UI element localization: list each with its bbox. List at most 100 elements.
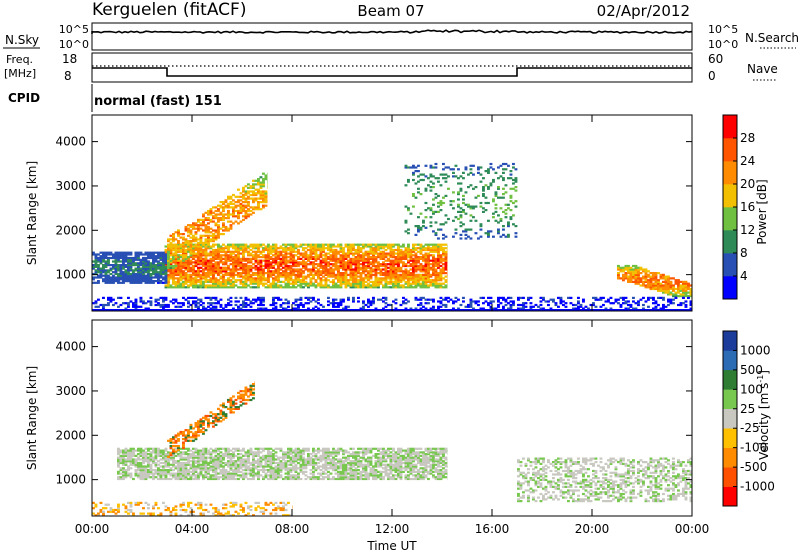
power-cell [294, 261, 298, 264]
power-cell [284, 302, 288, 305]
power-cell [207, 284, 210, 287]
power-cell [444, 298, 448, 301]
velocity-cell [187, 474, 190, 477]
power-cell [149, 276, 153, 279]
power-cell [112, 260, 115, 263]
power-cell [387, 275, 390, 278]
power-cell [217, 209, 220, 213]
power-cell [174, 263, 178, 266]
power-cell [182, 236, 185, 239]
power-cell [459, 225, 463, 228]
power-cell [132, 281, 135, 284]
velocity-cell [179, 447, 183, 450]
power-cell [667, 277, 670, 280]
power-cell [402, 270, 405, 273]
power-cell [512, 201, 515, 205]
power-cell [342, 261, 345, 264]
power-cell [484, 209, 488, 212]
power-cell [179, 245, 183, 248]
power-cell [184, 257, 188, 260]
power-cell [104, 276, 108, 279]
power-cell [182, 256, 185, 259]
power-cell [294, 247, 298, 250]
power-cell [602, 303, 605, 307]
velocity-cell [144, 476, 148, 479]
power-cell [364, 243, 368, 246]
power-cell [284, 252, 288, 255]
power-cell [642, 296, 645, 299]
power-cell [422, 268, 425, 271]
power-cell [107, 303, 110, 307]
power-cell [274, 259, 278, 262]
power-cell [172, 238, 175, 241]
power-cell [239, 252, 243, 255]
velocity-cell [152, 447, 155, 450]
power-cell [339, 298, 343, 301]
power-cell [412, 279, 415, 282]
power-cell [354, 263, 358, 266]
power-cell [314, 273, 318, 276]
power-cell [224, 204, 228, 207]
power-cell [279, 286, 283, 289]
power-cell [234, 296, 238, 299]
power-cell [212, 273, 215, 276]
power-cell [164, 274, 168, 277]
velocity-cell [159, 472, 163, 475]
power-cell [407, 250, 410, 253]
power-cell [492, 212, 495, 215]
velocity-cell [194, 470, 198, 473]
power-cell [162, 253, 165, 256]
power-cell [682, 296, 685, 299]
power-cell [322, 250, 325, 253]
power-cell [427, 243, 430, 246]
power-cell [274, 263, 278, 266]
power-cell [377, 268, 380, 271]
power-cell [679, 280, 683, 283]
power-cell [344, 286, 348, 289]
power-cell [412, 205, 415, 208]
power-cell [254, 254, 258, 257]
power-cell [392, 243, 395, 246]
power-cell [199, 279, 203, 282]
power-cell [442, 277, 445, 280]
power-cell [642, 268, 645, 271]
power-cell [399, 303, 403, 307]
power-cell [162, 281, 165, 284]
power-cell [364, 245, 368, 248]
power-cell [294, 270, 298, 273]
power-cell [494, 210, 498, 213]
power-cell [292, 261, 295, 264]
power-cell [174, 261, 178, 264]
power-cell [407, 300, 410, 303]
power-cell [204, 227, 208, 230]
power-cell [659, 286, 663, 289]
power-cell [167, 243, 170, 246]
power-cell [442, 257, 445, 260]
power-cell [199, 222, 203, 225]
power-cell [474, 300, 478, 303]
power-cell [294, 243, 298, 246]
velocity-cell [152, 456, 155, 459]
power-cell [369, 286, 373, 289]
power-cell [357, 270, 360, 273]
freq-left-label-line2: [MHz] [4, 67, 36, 80]
power-cell [389, 247, 393, 250]
power-cell [179, 250, 183, 253]
velocity-cell [142, 477, 145, 481]
power-cell [367, 257, 370, 260]
power-cell [234, 195, 238, 198]
power-cell [389, 259, 393, 262]
power-cell [344, 275, 348, 278]
power-cell [209, 213, 213, 216]
power-cell [367, 250, 370, 253]
power-cell [264, 261, 268, 264]
velocity-cell [184, 463, 188, 466]
power-cell [264, 266, 268, 269]
power-cell [504, 203, 508, 206]
power-cell [327, 268, 330, 271]
power-cell [362, 302, 365, 305]
power-cell [212, 220, 215, 223]
power-cell [272, 303, 275, 307]
power-cell [289, 261, 293, 264]
